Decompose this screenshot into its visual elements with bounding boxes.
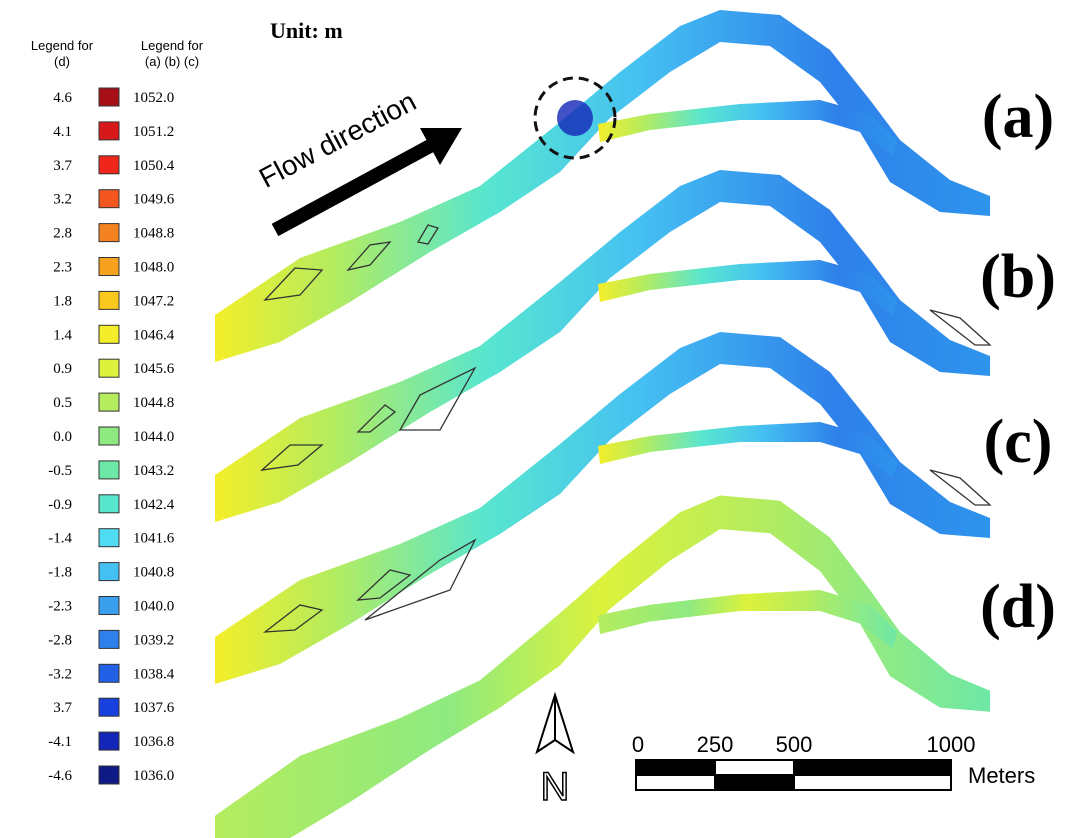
legend-abc-value: 1039.2 xyxy=(133,632,174,648)
legend-d-value: -2.3 xyxy=(48,599,72,615)
legend-abc-value: 1047.2 xyxy=(133,293,174,309)
panel-label: (a) xyxy=(982,83,1054,151)
legend-swatch xyxy=(98,392,120,412)
legend-abc-value: 1048.8 xyxy=(133,226,174,242)
legend-abc-value: 1050.4 xyxy=(133,158,175,174)
legend-abc-value: 1041.6 xyxy=(133,531,175,547)
legend-abc-value: 1051.2 xyxy=(133,124,174,140)
legend-swatch xyxy=(98,426,120,446)
legend-abc-value: 1048.0 xyxy=(133,260,174,276)
legend-d-value: -2.8 xyxy=(48,632,72,648)
legend-d-value: 3.7 xyxy=(53,158,72,174)
panel-label: (c) xyxy=(984,408,1053,476)
legend-d-value: 1.8 xyxy=(53,293,72,309)
legend-swatch xyxy=(98,528,120,548)
legend-d-value: 4.6 xyxy=(53,90,72,106)
highlight-circle xyxy=(533,76,617,160)
scale-label: 1000 xyxy=(927,732,976,757)
legend-abc-value: 1046.4 xyxy=(133,327,175,343)
legend-title: Legend for xyxy=(141,38,204,53)
legend-title: Legend for xyxy=(31,38,94,53)
legend-abc-value: 1036.0 xyxy=(133,768,174,784)
legend-d-value: 0.5 xyxy=(53,395,72,411)
legend-swatch xyxy=(98,290,120,310)
legend-swatch xyxy=(98,189,120,209)
legend-d-value: 1.4 xyxy=(53,327,72,343)
legend: 4.6 1052.0 4.1 1051.2 3.7 1050.4 3.2 1049.6 2.8 1… xyxy=(48,87,175,785)
legend-d-value: -1.8 xyxy=(48,565,72,581)
legend-swatch xyxy=(98,358,120,378)
legend-d-value: -1.4 xyxy=(48,531,72,547)
legend-swatch xyxy=(98,494,120,514)
legend-d-value: -0.9 xyxy=(48,497,72,513)
legend-d-value: -4.1 xyxy=(48,734,72,750)
legend-abc-value: 1042.4 xyxy=(133,497,175,513)
legend-swatch xyxy=(98,629,120,649)
legend-abc-value: 1052.0 xyxy=(133,90,174,106)
scale-unit: Meters xyxy=(968,763,1035,788)
legend-d-value: 2.8 xyxy=(53,226,72,242)
legend-d-value: 3.2 xyxy=(53,192,72,208)
scale-label: 250 xyxy=(697,732,734,757)
scour-hole xyxy=(557,100,593,136)
legend-abc-value: 1044.0 xyxy=(133,429,174,445)
legend-swatch xyxy=(98,223,120,243)
legend-swatch xyxy=(98,663,120,683)
legend-swatch xyxy=(98,731,120,751)
scale-bar xyxy=(635,759,952,791)
legend-abc-value: 1040.0 xyxy=(133,599,174,615)
north-arrow xyxy=(535,691,575,755)
legend-d-value: 0.0 xyxy=(53,429,72,445)
legend-title: (d) xyxy=(54,54,70,69)
legend-d-value: 3.7 xyxy=(53,700,72,716)
legend-swatch xyxy=(98,562,120,582)
legend-swatch xyxy=(98,155,120,175)
legend-swatch xyxy=(98,596,120,615)
legend-d-value: 4.1 xyxy=(53,124,72,140)
legend-swatch xyxy=(98,87,120,107)
legend-d-value: 0.9 xyxy=(53,361,72,377)
legend-abc-value: 1043.2 xyxy=(133,463,174,479)
legend-abc-value: 1044.8 xyxy=(133,395,174,411)
legend-d-value: -0.5 xyxy=(48,463,72,479)
legend-abc-value: 1040.8 xyxy=(133,565,174,581)
flow-arrow xyxy=(271,128,462,237)
legend-abc-value: 1049.6 xyxy=(133,192,175,208)
legend-abc-value: 1045.6 xyxy=(133,361,175,377)
legend-abc-value: 1036.8 xyxy=(133,734,174,750)
legend-abc-value: 1037.6 xyxy=(133,700,175,716)
legend-title: (a) (b) (c) xyxy=(145,54,199,69)
bar-outlines xyxy=(259,224,992,633)
legend-swatch xyxy=(98,121,120,141)
north-label: N xyxy=(541,765,570,809)
panel-label: (b) xyxy=(980,243,1056,311)
scale-label: 0 xyxy=(632,732,644,757)
unit-label: Unit: m xyxy=(270,18,343,43)
legend-d-value: -3.2 xyxy=(48,666,72,682)
legend-swatch xyxy=(98,257,120,276)
legend-swatch xyxy=(98,697,120,717)
legend-swatch xyxy=(98,460,120,480)
legend-swatch xyxy=(98,765,120,785)
scale-label: 500 xyxy=(776,732,813,757)
panel-label: (d) xyxy=(980,573,1056,641)
flow-direction-label: Flow direction xyxy=(254,85,421,193)
legend-d-value: -4.6 xyxy=(48,768,72,784)
legend-d-value: 2.3 xyxy=(53,260,72,276)
legend-swatch xyxy=(98,324,120,344)
legend-abc-value: 1038.4 xyxy=(133,666,175,682)
